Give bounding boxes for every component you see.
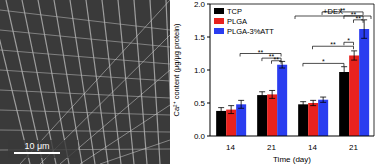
svg-text:21: 21: [267, 143, 276, 152]
svg-text:**: **: [269, 53, 275, 60]
svg-text:2.0: 2.0: [194, 0, 206, 9]
svg-text:10 μm: 10 μm: [24, 141, 49, 151]
svg-text:**: **: [274, 56, 280, 63]
svg-text:*: *: [322, 58, 325, 65]
svg-text:**: **: [258, 49, 264, 56]
svg-text:**: **: [340, 7, 346, 14]
svg-text:1.5: 1.5: [194, 33, 206, 42]
svg-text:+DEX: +DEX: [323, 7, 343, 16]
svg-text:0.5: 0.5: [194, 99, 206, 108]
svg-text:14: 14: [226, 143, 235, 152]
svg-text:**: **: [330, 41, 336, 48]
svg-text:*: *: [347, 37, 350, 44]
svg-text:0.0: 0.0: [194, 132, 206, 141]
svg-text:**: **: [356, 15, 362, 22]
svg-text:14: 14: [308, 143, 317, 152]
svg-text:PLGA: PLGA: [227, 17, 247, 26]
svg-text:TCP: TCP: [227, 7, 242, 16]
svg-text:Time (day): Time (day): [273, 155, 311, 164]
svg-text:1.0: 1.0: [194, 66, 206, 75]
svg-text:Ca²⁺ content (μg/μg protein): Ca²⁺ content (μg/μg protein): [172, 23, 181, 116]
svg-text:**: **: [351, 11, 357, 18]
svg-text:PLGA-3%ATT: PLGA-3%ATT: [227, 27, 274, 36]
svg-text:21: 21: [349, 143, 358, 152]
